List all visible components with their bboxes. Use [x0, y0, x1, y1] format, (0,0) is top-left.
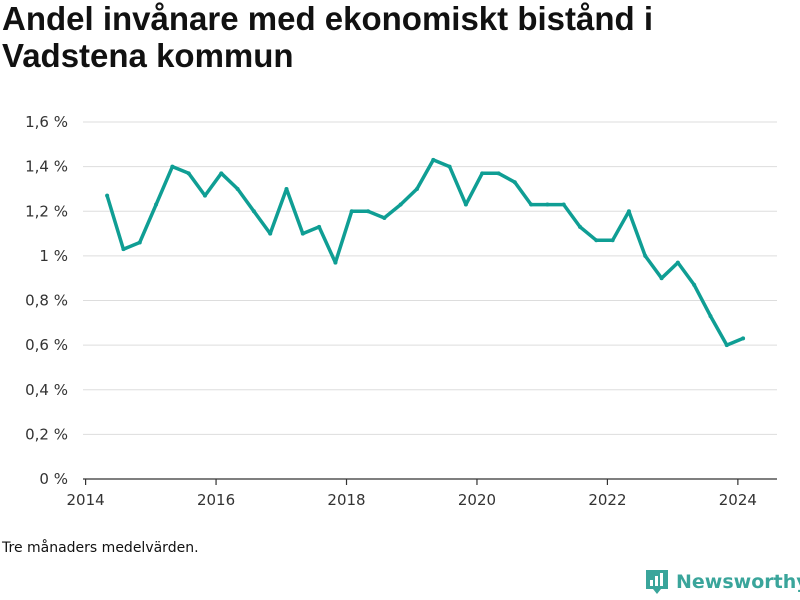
data-point [398, 202, 403, 207]
y-tick-label: 1 % [39, 247, 68, 265]
y-axis-tick-labels: 0 % 0,2 % 0,4 % 0,6 % 0,8 % 1 % 1,2 % 1,4 % 1,6 … [25, 113, 68, 488]
data-point [708, 314, 713, 319]
data-point [480, 171, 485, 176]
data-point [463, 202, 468, 207]
brand-name: Newsworthy [676, 571, 800, 593]
series [105, 157, 746, 348]
y-tick-label: 0,6 % [25, 336, 68, 354]
y-tick-label: 1,2 % [25, 202, 68, 220]
data-point [447, 164, 452, 169]
data-point [268, 231, 273, 236]
data-point [382, 215, 387, 220]
data-point [626, 209, 631, 214]
x-tick-label: 2018 [327, 491, 365, 509]
data-point [219, 171, 224, 176]
data-point [496, 171, 501, 176]
data-point [251, 209, 256, 214]
x-tick-label: 2022 [588, 491, 626, 509]
data-point [284, 186, 289, 191]
data-point [659, 276, 664, 281]
data-point [300, 231, 305, 236]
data-point [529, 202, 534, 207]
x-tick-label: 2020 [458, 491, 496, 509]
y-tick-label: 1,4 % [25, 158, 68, 176]
data-point [154, 202, 159, 207]
x-axis-tick-labels: 2014 2016 2018 2020 2022 2024 [67, 491, 757, 509]
series-line [105, 158, 745, 347]
data-point [643, 253, 648, 258]
data-point [594, 238, 599, 243]
data-point [512, 180, 517, 185]
data-point [431, 157, 436, 162]
y-tick-label: 0 % [39, 470, 68, 488]
data-point [333, 260, 338, 265]
y-tick-label: 0,8 % [25, 292, 68, 310]
x-tick-label: 2016 [197, 491, 235, 509]
data-point [235, 186, 240, 191]
data-point [366, 209, 371, 214]
chart-title: Andel invånare med ekonomiskt bistånd i … [2, 0, 653, 74]
data-point [186, 171, 191, 176]
data-point [414, 186, 419, 191]
data-point [724, 343, 729, 348]
data-point [692, 282, 697, 287]
y-tick-label: 1,6 % [25, 113, 68, 131]
data-point [121, 247, 126, 252]
axes [83, 478, 777, 485]
y-tick-label: 0,4 % [25, 381, 68, 399]
data-point [578, 224, 583, 229]
data-point [202, 193, 207, 198]
data-point [675, 260, 680, 265]
data-point [561, 202, 566, 207]
data-point [317, 224, 322, 229]
data-point [170, 164, 175, 169]
data-point [105, 193, 110, 198]
newsworthy-badge-icon [646, 570, 668, 594]
data-point [741, 336, 746, 341]
data-point [137, 240, 142, 245]
data-point [545, 202, 550, 207]
newsworthy-logo[interactable]: Newsworthy [644, 568, 800, 596]
x-tick-label: 2024 [719, 491, 757, 509]
x-tick-label: 2014 [67, 491, 105, 509]
data-point [610, 238, 615, 243]
y-tick-label: 0,2 % [25, 425, 68, 443]
data-point [349, 209, 354, 214]
footnote: Tre månaders medelvärden. [2, 540, 199, 556]
